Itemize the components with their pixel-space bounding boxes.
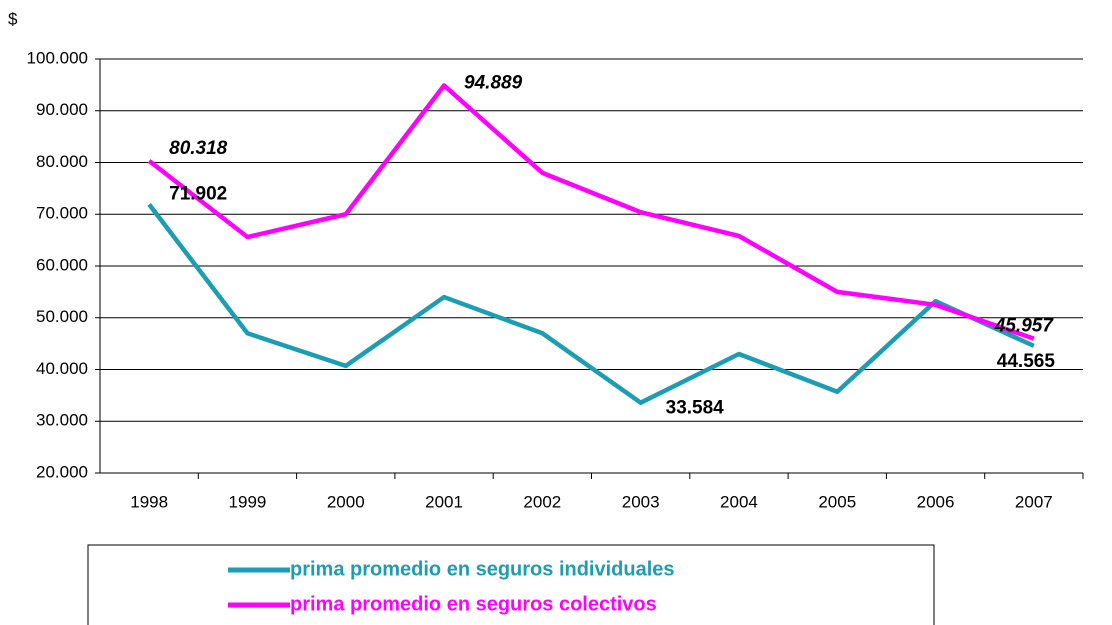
y-tick-label: 20.000 bbox=[36, 462, 88, 481]
x-tick-label: 2007 bbox=[1015, 492, 1053, 511]
legend-label: prima promedio en seguros colectivos bbox=[290, 593, 657, 615]
y-tick-label: 90.000 bbox=[36, 100, 88, 119]
y-tick-label: 70.000 bbox=[36, 204, 88, 223]
x-tick-label: 1999 bbox=[229, 492, 267, 511]
data-label: 71.902 bbox=[169, 183, 227, 204]
data-label: 44.565 bbox=[997, 351, 1056, 372]
x-tick-label: 2005 bbox=[818, 492, 856, 511]
data-label: 94.889 bbox=[464, 72, 523, 93]
series-line bbox=[147, 83, 1035, 341]
legend-label: prima promedio en seguros individuales bbox=[290, 558, 675, 580]
x-tick-label: 2006 bbox=[917, 492, 955, 511]
x-tick-label: 2002 bbox=[523, 492, 561, 511]
x-tick-label: 2001 bbox=[425, 492, 463, 511]
data-label: 80.318 bbox=[169, 138, 228, 159]
legend-box bbox=[87, 544, 935, 625]
y-tick-label: 50.000 bbox=[36, 307, 88, 326]
data-label: 45.957 bbox=[994, 316, 1055, 337]
series-line bbox=[147, 203, 1035, 405]
x-tick-label: 1998 bbox=[130, 492, 168, 511]
x-tick-label: 2004 bbox=[720, 492, 758, 511]
y-tick-label: 60.000 bbox=[36, 255, 88, 274]
y-axis-label: $ bbox=[8, 9, 18, 28]
y-tick-label: 40.000 bbox=[36, 359, 88, 378]
y-tick-label: 30.000 bbox=[36, 411, 88, 430]
data-label: 33.584 bbox=[666, 398, 725, 419]
x-tick-label: 2003 bbox=[622, 492, 660, 511]
y-tick-label: 100.000 bbox=[27, 48, 88, 67]
y-tick-label: 80.000 bbox=[36, 152, 88, 171]
x-tick-label: 2000 bbox=[327, 492, 365, 511]
